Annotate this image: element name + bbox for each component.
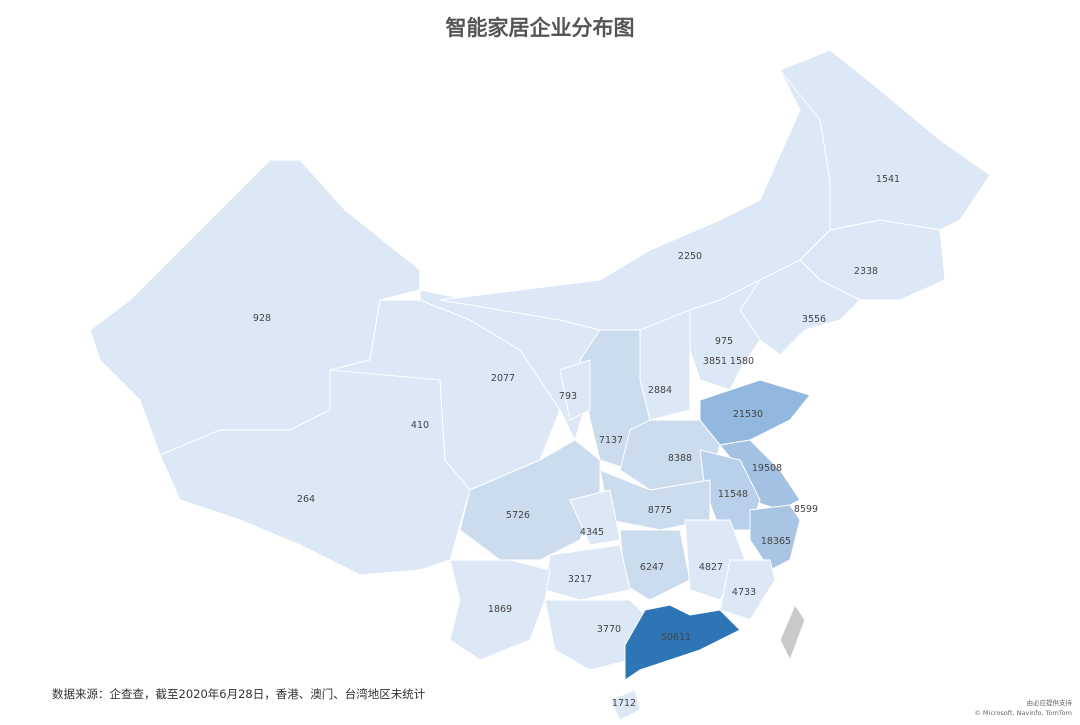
region-value-label: 8599 <box>794 504 818 515</box>
region-value-label: 4345 <box>580 527 604 538</box>
region-taiwan <box>779 603 806 662</box>
source-note: 数据来源：企查查，截至2020年6月28日，香港、澳门、台湾地区未统计 <box>52 687 426 701</box>
region-value-label: 2884 <box>648 385 672 396</box>
region-value-label: 19508 <box>752 463 782 474</box>
region-value-label: 2077 <box>491 373 515 384</box>
credit-line-1: 由必应提供支持 <box>1026 699 1073 707</box>
region-yunnan <box>449 559 551 661</box>
region-hebei <box>689 278 762 391</box>
region-value-label: 8388 <box>668 453 692 464</box>
map-credit: 由必应提供支持 © Microsoft, Navinfo, TomTom <box>974 698 1072 718</box>
region-value-label: 928 <box>253 313 271 324</box>
credit-line-2: © Microsoft, Navinfo, TomTom <box>974 709 1072 717</box>
map-title: 智能家居企业分布图 <box>445 16 635 40</box>
region-value-label: 793 <box>559 391 577 402</box>
region-value-label: 3217 <box>568 574 592 585</box>
region-value-label: 264 <box>297 494 315 505</box>
region-chongqing <box>569 489 621 546</box>
region-value-label: 1869 <box>488 604 512 615</box>
region-value-label: 8775 <box>648 505 672 516</box>
region-value-label: 7137 <box>599 435 623 446</box>
region-guizhou <box>544 544 631 601</box>
region-guangdong <box>624 604 741 681</box>
region-value-label: 4733 <box>732 587 756 598</box>
region-value-label: 21530 <box>733 409 763 420</box>
region-shanxi <box>639 309 691 421</box>
region-zhejiang <box>749 504 801 571</box>
region-fujian <box>719 559 776 621</box>
region-value-label: 3851 <box>703 356 727 367</box>
region-value-label: 50611 <box>661 632 691 643</box>
region-ningxia <box>559 359 591 421</box>
region-value-label: 6247 <box>640 562 664 573</box>
region-hainan <box>609 689 641 721</box>
region-value-label: 4827 <box>699 562 723 573</box>
region-value-label: 410 <box>411 420 429 431</box>
region-heilongjiang <box>779 49 991 231</box>
region-value-label: 3770 <box>597 624 621 635</box>
region-value-label: 18365 <box>761 536 791 547</box>
region-value-label: 975 <box>715 336 733 347</box>
region-value-label: 11548 <box>718 489 748 500</box>
region-value-label: 2250 <box>678 251 702 262</box>
region-value-label: 3556 <box>802 314 826 325</box>
region-value-label: 5726 <box>506 510 530 521</box>
region-value-label: 1580 <box>730 356 754 367</box>
region-value-label: 1541 <box>876 174 900 185</box>
region-value-label: 1712 <box>612 698 636 709</box>
region-value-label: 2338 <box>854 266 878 277</box>
